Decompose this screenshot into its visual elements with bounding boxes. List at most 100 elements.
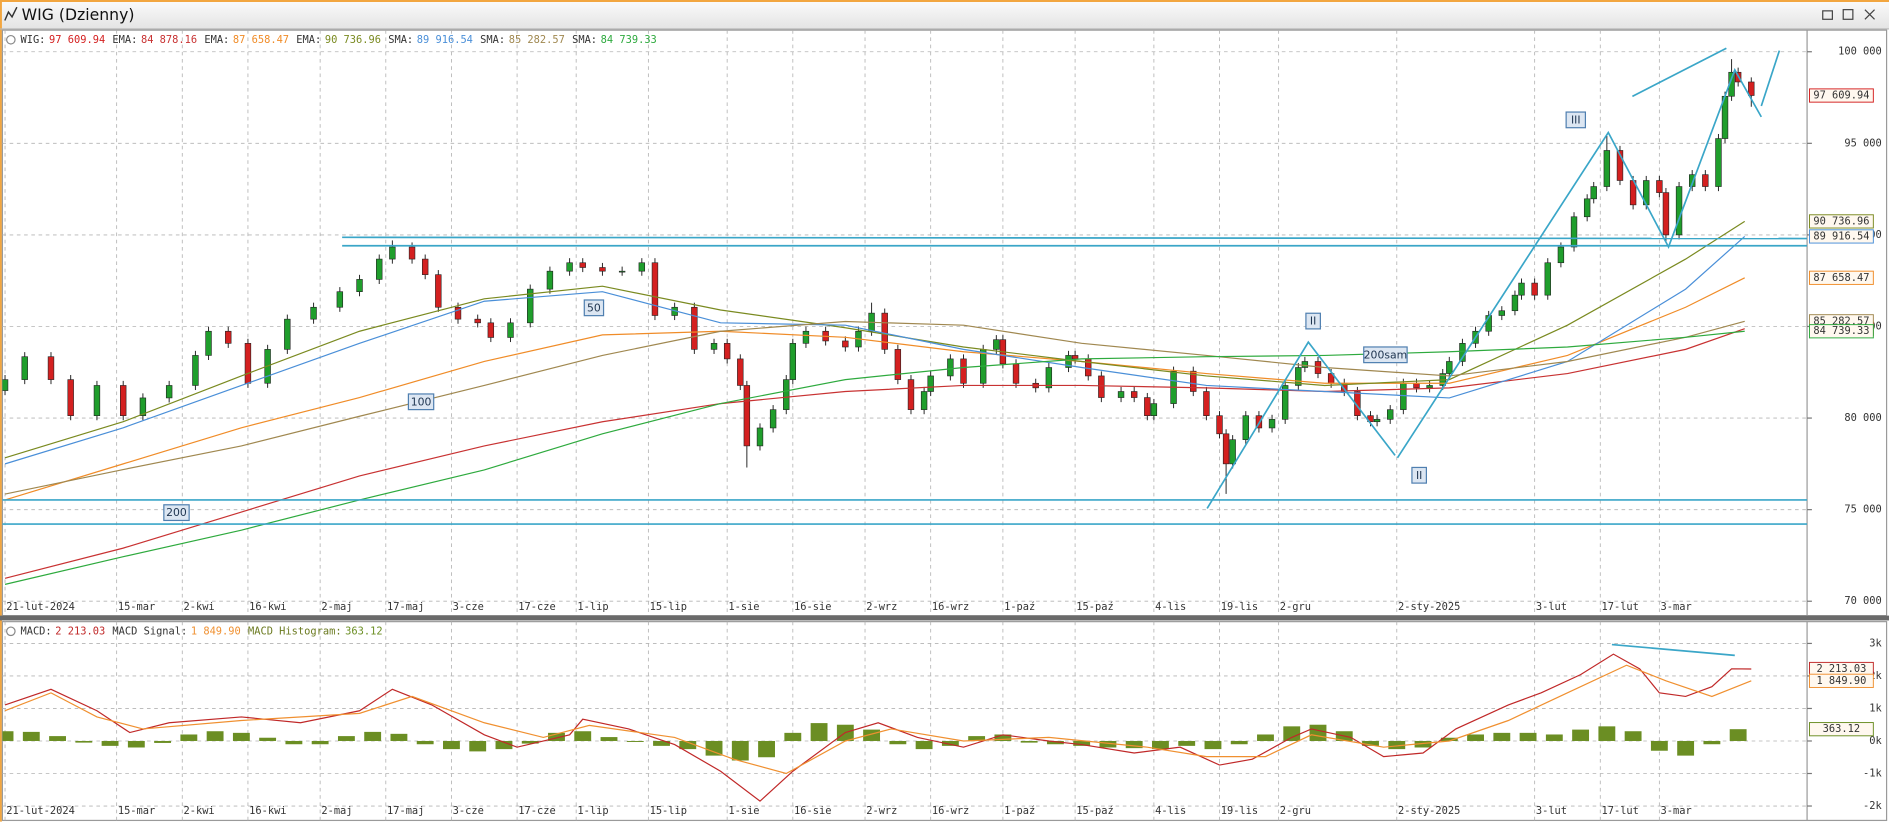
histogram-bar	[1388, 740, 1406, 750]
y-tick-label: 80 000	[1844, 412, 1881, 424]
settings-icon[interactable]	[6, 626, 16, 637]
histogram-bar	[1362, 740, 1379, 746]
annotation-box[interactable]	[1411, 466, 1427, 484]
x-tick-label: 16-sie	[794, 601, 831, 613]
candle-body	[1130, 391, 1138, 398]
histogram-bar	[784, 732, 802, 741]
candle-body	[1281, 385, 1289, 420]
title-icon	[4, 6, 18, 21]
candle-body	[139, 397, 147, 416]
annotation-box[interactable]	[163, 504, 190, 522]
wave-line[interactable]	[1206, 340, 1396, 509]
y-tick-label: 95 000	[1844, 137, 1881, 149]
annotation-box[interactable]	[1363, 346, 1408, 364]
histogram-bar	[75, 740, 93, 743]
legend-name: SMA:	[572, 34, 597, 46]
x-tick-label: 2-sty-2025	[1398, 805, 1460, 817]
close-button[interactable]	[1864, 9, 1875, 20]
candle-body	[1295, 367, 1302, 386]
x-tick-label: 17-maj	[387, 601, 424, 613]
candle-body	[356, 279, 363, 292]
annotation-box[interactable]	[1305, 312, 1321, 330]
macd-panel	[1, 621, 1888, 822]
histogram-bar	[994, 734, 1012, 741]
histogram-bar	[1572, 729, 1590, 741]
line-series	[4, 664, 1752, 775]
title-bar	[0, 0, 1889, 29]
macd-trend-line[interactable]	[1611, 643, 1735, 657]
y-tick-label: 75 000	[1844, 504, 1881, 516]
x-tick-label: 2-wrz	[866, 601, 897, 613]
x-tick-label: 1-paź	[1004, 601, 1035, 613]
price-label: 84 739.33	[1813, 325, 1869, 337]
price-label: 1 849.90	[1816, 675, 1866, 687]
candle-body	[1144, 397, 1151, 416]
candle-body	[284, 318, 291, 350]
histogram-bar	[679, 740, 697, 750]
histogram-bar	[1598, 726, 1616, 741]
annotation: 100	[411, 395, 432, 408]
candle-body	[1531, 282, 1538, 296]
wave-line[interactable]	[1760, 50, 1781, 107]
price-label-box	[1809, 88, 1874, 103]
minimize-button[interactable]	[1822, 10, 1833, 20]
annotation-box[interactable]	[1565, 111, 1587, 129]
candle-body	[1117, 391, 1125, 398]
candle-body	[376, 258, 383, 280]
candle-body	[1446, 361, 1453, 374]
annotation: II	[1416, 469, 1422, 482]
histogram-bar	[232, 732, 250, 741]
candle-body	[1748, 81, 1755, 96]
x-tick-label: 3-cze	[453, 805, 484, 817]
candle-body	[1400, 382, 1407, 410]
candle-body	[310, 306, 317, 320]
histogram-bar	[469, 740, 487, 752]
resistance-line[interactable]	[342, 236, 1808, 240]
annotation-box[interactable]	[583, 299, 605, 317]
price-label-box	[1809, 722, 1874, 737]
restore-button[interactable]	[1842, 9, 1854, 20]
candle-body	[389, 246, 396, 260]
candle-body	[1518, 282, 1525, 296]
x-tick-label: 2-gru	[1280, 601, 1311, 613]
histogram-bar	[285, 740, 303, 745]
x-tick-label: 17-maj	[387, 805, 424, 817]
price-label: 363.12	[1823, 723, 1860, 735]
histogram-bar	[101, 740, 119, 746]
legend-value: 2 213.03	[55, 625, 105, 637]
candle-body	[756, 427, 764, 447]
x-tick-label: 3-cze	[453, 601, 484, 613]
legend-value: 1 849.90	[191, 625, 241, 637]
histogram-bar	[259, 737, 277, 741]
histogram-bar	[705, 740, 723, 756]
x-tick-label: 2-maj	[321, 805, 352, 817]
candle-body	[907, 379, 915, 410]
candle-body	[546, 270, 554, 290]
x-tick-label: 3-mar	[1661, 805, 1692, 817]
x-tick-label: 1-sie	[728, 601, 759, 613]
candle-body	[225, 330, 232, 344]
histogram-bar	[22, 731, 40, 741]
x-tick-label: 15-mar	[118, 805, 155, 817]
annotation-box[interactable]	[407, 393, 435, 411]
histogram-bar	[390, 733, 408, 741]
trend-line[interactable]	[1632, 47, 1727, 98]
histogram-bar	[1099, 740, 1117, 748]
x-tick-label: 15-paź	[1076, 805, 1113, 817]
histogram-bar	[1283, 726, 1301, 741]
panel-divider[interactable]	[0, 615, 1889, 621]
candle-body	[789, 343, 797, 380]
wave-line[interactable]	[1396, 67, 1763, 459]
line-series	[4, 235, 1746, 465]
x-tick-label: 15-lip	[650, 805, 687, 817]
candle-body	[192, 355, 199, 386]
y-tick-label: -1k	[1863, 768, 1882, 780]
settings-icon[interactable]	[6, 34, 16, 45]
histogram-bar	[1152, 740, 1169, 750]
candle-body	[1071, 355, 1079, 360]
candle-body	[1702, 174, 1709, 187]
candle-body	[566, 262, 573, 272]
x-tick-label: 16-wrz	[932, 805, 969, 817]
